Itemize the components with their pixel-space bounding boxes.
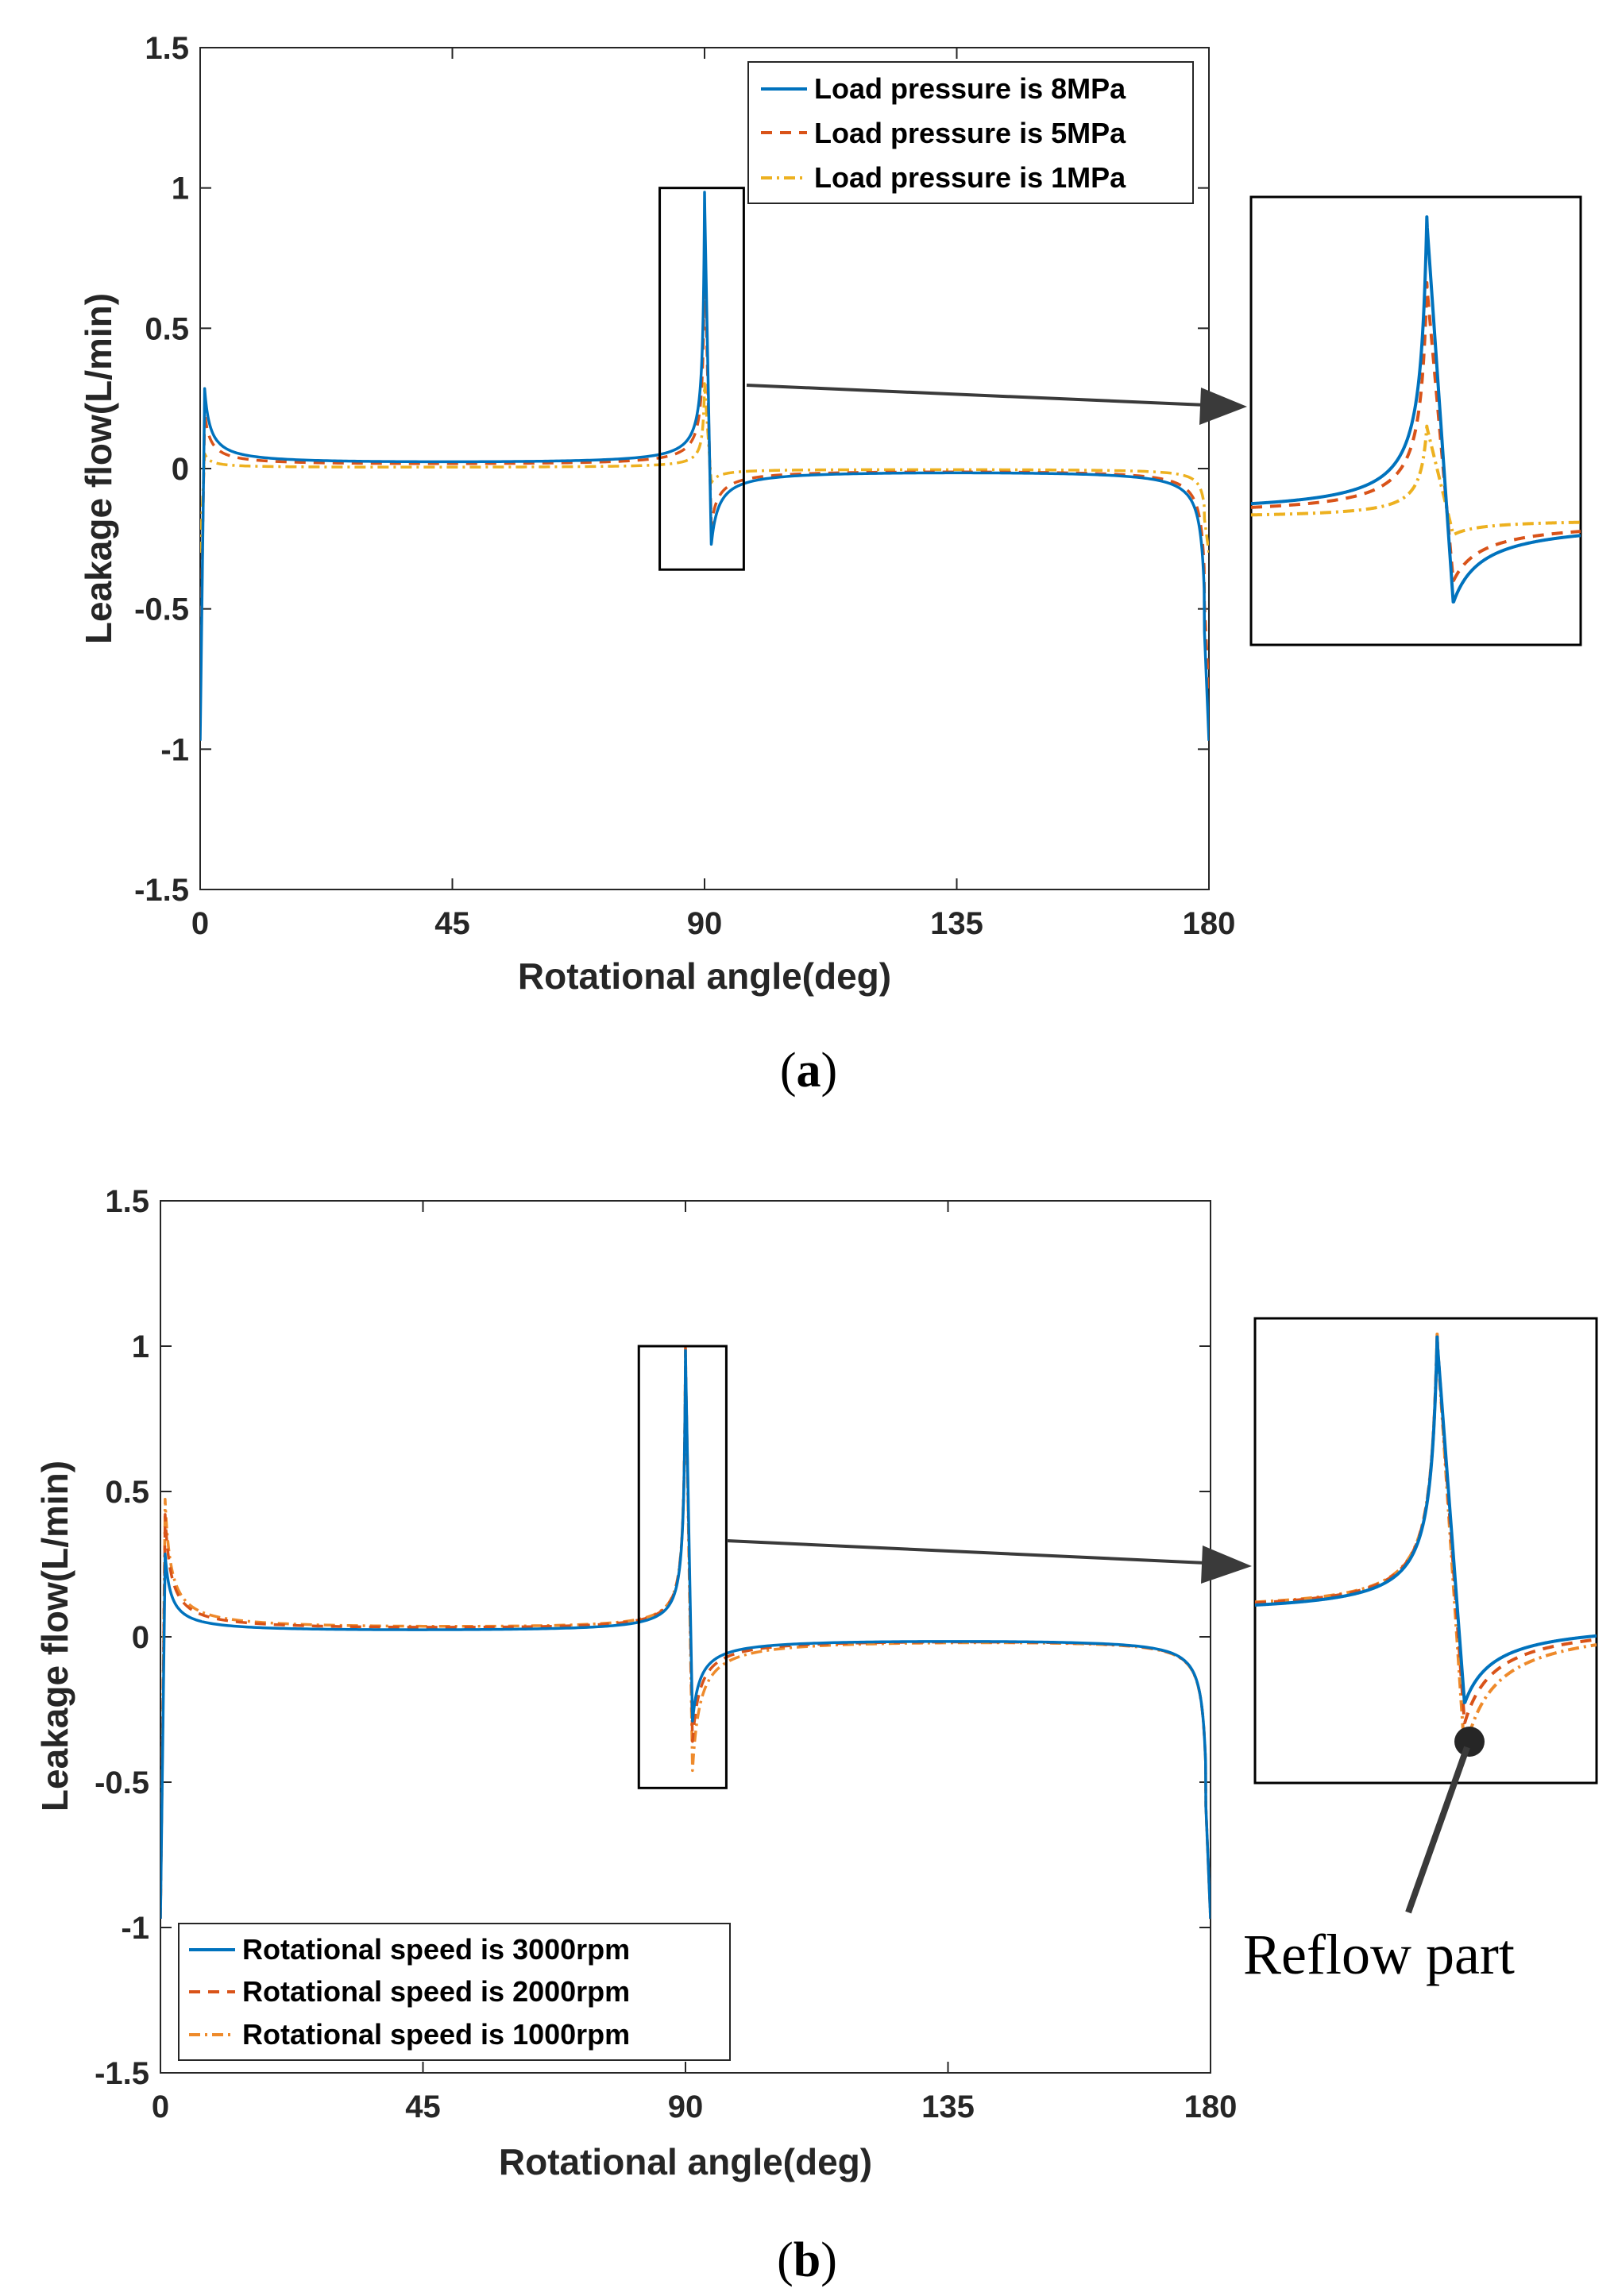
y-tick-label: -1.5 [134,873,189,908]
y-tick-label: -0.5 [95,1765,149,1800]
reflow-marker [1454,1727,1485,1757]
x-tick-label: 0 [191,906,209,941]
arrow-head-icon [1201,1545,1252,1584]
inset-series-line-2 [1255,1332,1597,1754]
legend-box-b [178,1923,731,2061]
y-tick-label: 0 [132,1620,149,1655]
inset-series-line-0 [1251,215,1581,604]
legend-label-a-2: Load pressure is 1MPa [814,161,1126,194]
y-tick-label: -0.5 [134,592,189,627]
x-tick-label: 180 [1184,2090,1238,2124]
inset-series-line-0 [1255,1335,1597,1704]
series-line-2 [200,382,1209,554]
series-group-b [160,1346,1211,1920]
legend-a: Load pressure is 8MPa Load pressure is 5… [747,61,1194,204]
zoom-arrow-b [726,1539,1207,1565]
legend-b: Rotational speed is 3000rpm Rotational s… [178,1923,731,2061]
legend-label-b-0: Rotational speed is 3000rpm [242,1933,630,1966]
legend-label-a-1: Load pressure is 5MPa [814,117,1126,149]
x-tick-label: 45 [434,906,470,941]
zoom-box-b [637,1345,728,1789]
series-group-a [200,191,1209,741]
axis-ticks-a: 0 45 90 135 180 1.5 1 0.5 0 -0.5 -1 -1.5 [134,31,1235,941]
y-tick-label: 1.5 [145,31,189,66]
series-line-0 [160,1349,1211,1920]
x-tick-label: 135 [930,906,983,941]
axis-ticks-b: 0 45 90 135 180 1.5 1 0.5 0 -0.5 -1 -1.5 [95,1184,1237,2124]
x-tick-label: 0 [152,2090,169,2124]
x-axis-label-b: Rotational angle(deg) [499,2141,872,2182]
zoom-box-a [658,187,745,571]
series-line-0 [200,191,1209,741]
legend-label-a-0: Load pressure is 8MPa [814,72,1126,105]
inset-series-a [1251,215,1581,604]
reflow-pointer-line [1405,1746,1470,1914]
y-tick-label: -1.5 [95,2056,149,2091]
chart-a: 0 45 90 135 180 1.5 1 0.5 0 -0.5 -1 -1.5 Load press… [78,31,1582,1098]
x-tick-label: 180 [1183,906,1236,941]
y-tick-label: 0 [172,452,189,487]
x-tick-label: 135 [921,2090,975,2124]
y-tick-label: 0.5 [145,311,189,346]
x-axis-label-a: Rotational angle(deg) [518,955,891,997]
x-tick-label: 90 [687,906,723,941]
arrow-head-icon [1199,388,1247,425]
y-tick-label: -1 [121,1911,149,1946]
inset-series-b [1255,1332,1597,1754]
y-tick-label: 1 [172,172,189,206]
y-tick-label: 1.5 [105,1184,149,1219]
inset-series-line-2 [1251,424,1581,537]
x-tick-label: 90 [668,2090,704,2124]
legend-box-a [747,61,1194,204]
y-axis-label-a: Leakage flow(L/min) [78,293,119,644]
y-tick-label: 1 [132,1329,149,1364]
inset-box-b [1253,1317,1598,1785]
panel-label-b: (b) [777,2233,837,2287]
chart-b: 0 45 90 135 180 1.5 1 0.5 0 -0.5 -1 -1.5 Rotational… [34,1184,1598,2287]
y-tick-label: -1 [160,732,189,767]
panel-label-a: (a) [780,1044,837,1098]
x-tick-label: 45 [405,2090,441,2124]
y-tick-label: 0.5 [105,1475,149,1510]
series-line-2 [160,1346,1211,1920]
reflow-annotation: Reflow part [1243,1923,1515,1986]
zoom-arrow-a [746,384,1207,407]
legend-label-b-1: Rotational speed is 2000rpm [242,1975,630,2008]
legend-label-b-2: Rotational speed is 1000rpm [242,2018,630,2051]
y-axis-label-b: Leakage flow(L/min) [34,1461,75,1812]
